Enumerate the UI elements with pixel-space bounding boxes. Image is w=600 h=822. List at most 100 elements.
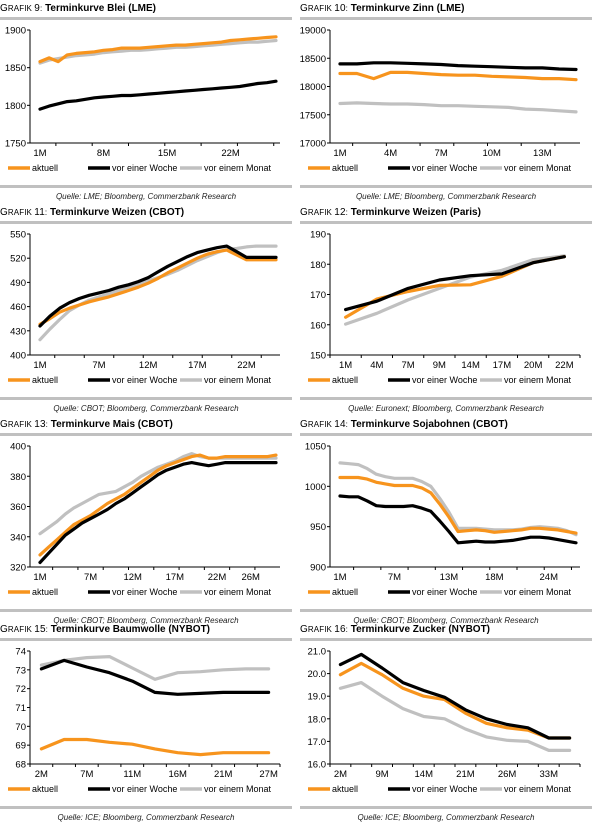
chart-panel-g10: GRAFIK 10: Terminkurve Zinn (LME) 17000 1…: [300, 2, 592, 201]
series-line-vor-einem-monat: [39, 655, 271, 681]
source-note: Quelle: CBOT; Bloomberg, Commerzbank Res…: [53, 616, 239, 625]
legend-label: vor einem Monat: [504, 784, 572, 794]
series-line-aktuell: [39, 737, 271, 757]
x-tick-label: 22M: [208, 572, 227, 583]
legend-label: vor einem Monat: [204, 587, 272, 597]
y-tick-label: 150: [310, 351, 326, 362]
chart-panel-g15: GRAFIK 15: Terminkurve Baumwolle (NYBOT)…: [0, 623, 292, 822]
y-tick-label: 72: [15, 684, 26, 695]
chart-svg: 150 160 170 180 190 1M 4M 7M 9M 14M 17M 20M 22M aktue…: [308, 230, 581, 385]
series-line-vor-einer-woche: [338, 61, 578, 72]
legend-label: vor einem Monat: [504, 587, 572, 597]
legend-label: vor einer Woche: [112, 375, 177, 385]
x-tick-label: 24M: [540, 572, 559, 583]
grafik-label: GRAFIK 15:: [0, 624, 48, 635]
y-tick-label: 1050: [305, 442, 326, 453]
legend-label: aktuell: [32, 163, 58, 173]
source-note: Quelle: ICE; Bloomberg, Commerzbank Rese…: [357, 813, 535, 822]
chart-svg: 68 69 70 71 72 73 74 2M 7M 11M 16M 21M 27M aktuell vor…: [8, 647, 281, 794]
x-tick-label: 4M: [384, 148, 397, 159]
y-tick-label: 18.0: [308, 714, 327, 725]
title-rule: [300, 638, 592, 641]
y-tick-label: 68: [15, 760, 26, 771]
x-tick-label: 1M: [333, 148, 346, 159]
source-note: Quelle: LME; Bloomberg, Commerzbank Rese…: [355, 192, 537, 201]
x-tick-label: 15M: [158, 148, 177, 159]
x-tick-label: 13M: [440, 572, 459, 583]
x-tick-label: 7M: [388, 572, 401, 583]
series-line-vor-einem-monat: [38, 244, 278, 342]
title-rule: [300, 221, 592, 224]
x-tick-label: 7M: [402, 360, 415, 371]
series-line-vor-einem-monat: [38, 452, 278, 536]
y-tick-label: 550: [10, 230, 26, 241]
x-tick-label: 17M: [166, 572, 185, 583]
chart-title: GRAFIK 16: Terminkurve Zucker (NYBOT): [300, 624, 491, 635]
series-line-vor-einem-monat: [338, 461, 578, 537]
legend-label: aktuell: [332, 375, 358, 385]
y-tick-label: 19.0: [308, 692, 327, 703]
x-tick-label: 21M: [456, 769, 475, 780]
y-tick-label: 18500: [300, 54, 326, 65]
title-rule: [0, 638, 292, 641]
x-tick-label: 2M: [334, 769, 347, 780]
y-tick-label: 17000: [300, 139, 326, 150]
chart-title: GRAFIK 11: Terminkurve Weizen (CBOT): [0, 207, 185, 218]
legend-label: vor einem Monat: [504, 375, 572, 385]
legend-label: aktuell: [332, 587, 358, 597]
legend-label: vor einer Woche: [112, 163, 177, 173]
chart-svg: 17000 17500 18000 18500 19000 1M 4M 7M 10M 13M akt…: [300, 26, 580, 173]
legend-label: aktuell: [32, 375, 58, 385]
y-tick-label: 21.0: [308, 647, 327, 658]
chart-panel-g13: GRAFIK 13: Terminkurve Mais (CBOT) 320 34…: [0, 418, 292, 625]
legend-label: vor einer Woche: [412, 587, 477, 597]
bottom-rule: [0, 609, 292, 612]
x-tick-label: 20M: [524, 360, 543, 371]
legend-label: vor einem Monat: [204, 163, 272, 173]
chart-title: GRAFIK 10: Terminkurve Zinn (LME): [300, 3, 465, 14]
series-line-vor-einer-woche: [343, 255, 566, 312]
x-tick-label: 22M: [221, 148, 240, 159]
source-note: Quelle: ICE; Bloomberg, Commerzbank Rese…: [57, 813, 235, 822]
y-tick-label: 900: [310, 563, 326, 574]
y-tick-label: 19000: [300, 26, 326, 37]
chart-title: GRAFIK 13: Terminkurve Mais (CBOT): [0, 419, 173, 430]
x-tick-label: 13M: [533, 148, 552, 159]
legend-label: vor einer Woche: [412, 784, 477, 794]
y-tick-label: 17500: [300, 110, 326, 121]
chart-title: GRAFIK 15: Terminkurve Baumwolle (NYBOT): [0, 624, 211, 635]
y-tick-label: 180: [310, 260, 326, 271]
source-note: Quelle: LME; Bloomberg, Commerzbank Rese…: [55, 192, 237, 201]
x-tick-label: 1M: [33, 572, 46, 583]
legend-label: vor einer Woche: [112, 784, 177, 794]
title-rule: [0, 221, 292, 224]
y-tick-label: 18000: [300, 82, 326, 93]
x-tick-label: 8M: [97, 148, 110, 159]
chart-panel-g14: GRAFIK 14: Terminkurve Sojabohnen (CBOT)…: [300, 418, 592, 625]
series-line-vor-einer-woche: [338, 652, 572, 740]
legend-label: vor einem Monat: [204, 784, 272, 794]
series-line-aktuell: [338, 70, 578, 82]
chart-svg: 900 950 1000 1050 1M 7M 13M 18M 24M aktuell vor ei…: [305, 442, 580, 597]
y-tick-label: 490: [10, 278, 26, 289]
legend-label: aktuell: [332, 163, 358, 173]
x-tick-label: 10M: [482, 148, 501, 159]
series-line-aktuell: [38, 248, 278, 326]
x-tick-label: 12M: [123, 572, 142, 583]
x-tick-label: 22M: [237, 360, 256, 371]
y-tick-label: 400: [10, 442, 26, 453]
y-tick-label: 460: [10, 302, 26, 313]
legend-label: aktuell: [32, 784, 58, 794]
source-note: Quelle: CBOT; Bloomberg, Commerzbank Res…: [53, 404, 239, 413]
legend-label: vor einer Woche: [112, 587, 177, 597]
bottom-rule: [300, 806, 592, 809]
x-tick-label: 17M: [188, 360, 207, 371]
x-tick-label: 1M: [33, 148, 46, 159]
legend-label: vor einer Woche: [412, 375, 477, 385]
x-tick-label: 11M: [123, 769, 141, 780]
chart-title: GRAFIK 9: Terminkurve Blei (LME): [0, 3, 157, 14]
bottom-rule: [0, 806, 292, 809]
title-rule: [0, 433, 292, 436]
series-line-vor-einem-monat: [338, 680, 572, 753]
grafik-label: GRAFIK 11:: [0, 207, 48, 218]
